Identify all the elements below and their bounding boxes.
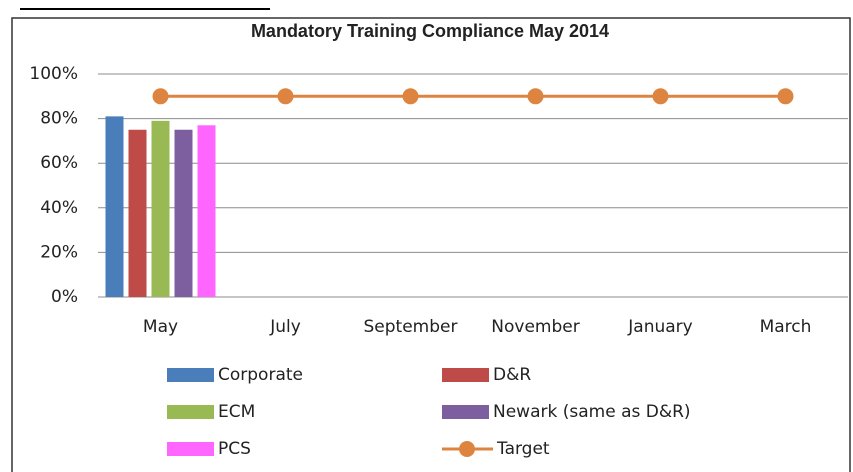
target-marker (152, 88, 169, 105)
x-tick-label: January (627, 317, 692, 337)
legend-label: PCS (218, 439, 251, 459)
legend-marker (459, 441, 475, 457)
bar (197, 125, 216, 297)
target-marker (527, 88, 544, 105)
legend-swatch (167, 405, 214, 419)
legend-label: Target (496, 439, 550, 459)
legend-swatch (167, 442, 214, 456)
bar (151, 120, 170, 297)
legend-label: ECM (218, 402, 255, 422)
chart-title: Mandatory Training Compliance May 2014 (251, 21, 609, 41)
y-tick-label: 40% (40, 198, 78, 218)
x-tick-label: September (364, 317, 458, 337)
legend-label: D&R (493, 365, 531, 385)
legend-swatch (167, 368, 214, 382)
target-marker (402, 88, 419, 105)
y-tick-label: 80% (40, 109, 78, 129)
bar (174, 129, 193, 297)
legend-label: Newark (same as D&R) (493, 402, 691, 422)
y-tick-label: 20% (40, 242, 78, 262)
x-tick-label: November (491, 317, 579, 337)
target-marker (652, 88, 669, 105)
y-tick-label: 100% (29, 64, 78, 84)
target-marker (277, 88, 294, 105)
target-marker (777, 88, 794, 105)
x-tick-label: May (143, 317, 178, 337)
y-tick-label: 0% (51, 287, 78, 307)
bar (105, 116, 124, 298)
x-tick-label: July (269, 317, 301, 337)
legend-label: Corporate (218, 365, 303, 385)
legend-swatch (442, 368, 489, 382)
x-tick-label: March (760, 317, 812, 337)
y-tick-label: 60% (40, 153, 78, 173)
legend-swatch (442, 405, 489, 419)
bar (128, 129, 147, 297)
